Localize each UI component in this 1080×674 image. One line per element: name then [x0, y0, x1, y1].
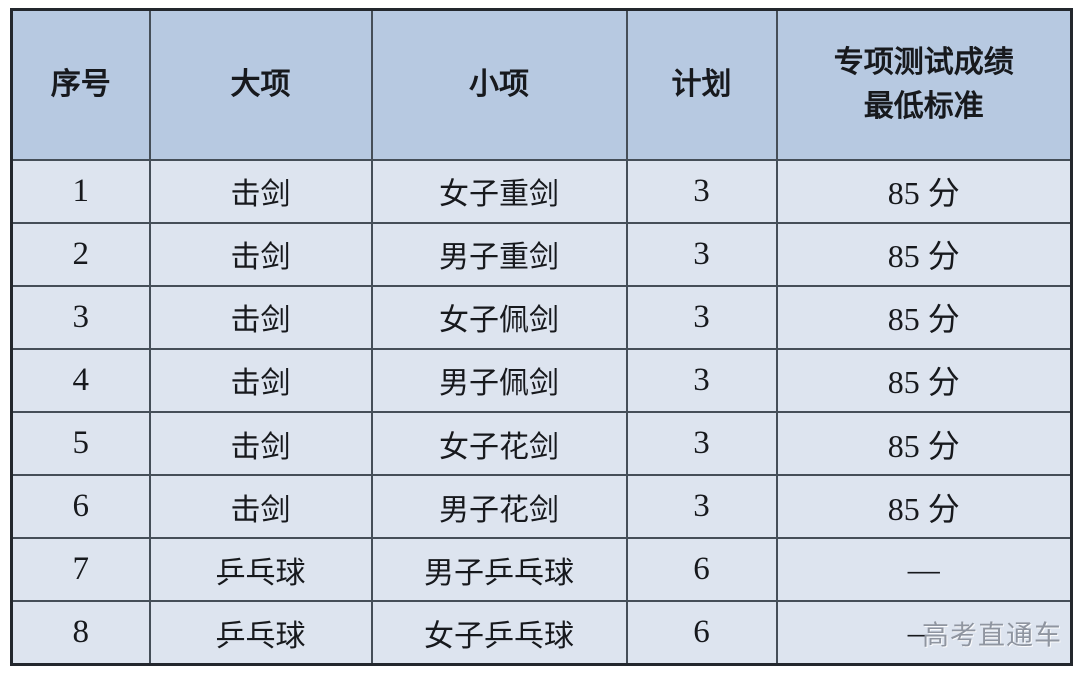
cell-min: 85 分 — [775, 410, 1073, 477]
cell-sport: 乒乓球 — [148, 537, 373, 603]
cell-sport: 击剑 — [148, 474, 373, 540]
cell-plan: 3 — [625, 410, 778, 477]
cell-no: 7 — [10, 537, 151, 603]
cell-event: 男子重剑 — [370, 221, 628, 287]
cell-no: 3 — [10, 284, 151, 350]
cell-plan: 3 — [625, 347, 778, 414]
table-row: 2 击剑 男子重剑 3 85 分 — [10, 221, 1073, 287]
cell-min: 85 分 — [775, 284, 1073, 350]
table-row: 5 击剑 女子花剑 3 85 分 — [10, 410, 1073, 477]
header-cell-sport: 大项 — [148, 8, 373, 161]
cell-event: 女子乒乓球 — [370, 600, 628, 666]
cell-sport: 击剑 — [148, 410, 373, 477]
cell-no: 8 — [10, 600, 151, 666]
cell-plan: 6 — [625, 600, 778, 666]
cell-event: 男子佩剑 — [370, 347, 628, 414]
cell-no: 4 — [10, 347, 151, 414]
cell-event: 女子佩剑 — [370, 284, 628, 350]
cell-sport: 击剑 — [148, 158, 373, 224]
cell-plan: 3 — [625, 158, 778, 224]
cell-sport: 击剑 — [148, 221, 373, 287]
cell-plan: 3 — [625, 284, 778, 350]
header-cell-min-standard: 专项测试成绩 最低标准 — [775, 8, 1073, 161]
cell-no: 6 — [10, 474, 151, 540]
cell-event: 女子重剑 — [370, 158, 628, 224]
cell-event: 男子乒乓球 — [370, 537, 628, 603]
header-cell-event: 小项 — [370, 8, 628, 161]
cell-min: 85 分 — [775, 221, 1073, 287]
cell-event: 男子花剑 — [370, 474, 628, 540]
table-row: 6 击剑 男子花剑 3 85 分 — [10, 474, 1073, 540]
cell-min-value: — — [907, 614, 940, 651]
watermark: 高考直通车 — [922, 620, 1062, 651]
cell-min: 85 分 — [775, 474, 1073, 540]
cell-sport: 击剑 — [148, 347, 373, 414]
cell-min: — — [775, 537, 1073, 603]
table-row: 8 乒乓球 女子乒乓球 6 — 高考直通车 — [10, 600, 1073, 666]
cell-plan: 3 — [625, 474, 778, 540]
table-row: 1 击剑 女子重剑 3 85 分 — [10, 158, 1073, 224]
cell-no: 2 — [10, 221, 151, 287]
table-row: 3 击剑 女子佩剑 3 85 分 — [10, 284, 1073, 350]
cell-min: 85 分 — [775, 158, 1073, 224]
header-cell-no: 序号 — [10, 8, 151, 161]
cell-plan: 3 — [625, 221, 778, 287]
header-row: 序号 大项 小项 计划 专项测试成绩 最低标准 — [10, 8, 1073, 161]
cell-event: 女子花剑 — [370, 410, 628, 477]
table-row: 7 乒乓球 男子乒乓球 6 — — [10, 537, 1073, 603]
cell-no: 1 — [10, 158, 151, 224]
admissions-plan-table: 序号 大项 小项 计划 专项测试成绩 最低标准 1 击剑 女子重剑 3 85 分… — [10, 8, 1073, 666]
cell-sport: 击剑 — [148, 284, 373, 350]
cell-plan: 6 — [625, 537, 778, 603]
table-row: 4 击剑 男子佩剑 3 85 分 — [10, 347, 1073, 414]
cell-min: 85 分 — [775, 347, 1073, 414]
cell-no: 5 — [10, 410, 151, 477]
cell-min: — 高考直通车 — [775, 600, 1073, 666]
header-cell-plan: 计划 — [625, 8, 778, 161]
cell-sport: 乒乓球 — [148, 600, 373, 666]
